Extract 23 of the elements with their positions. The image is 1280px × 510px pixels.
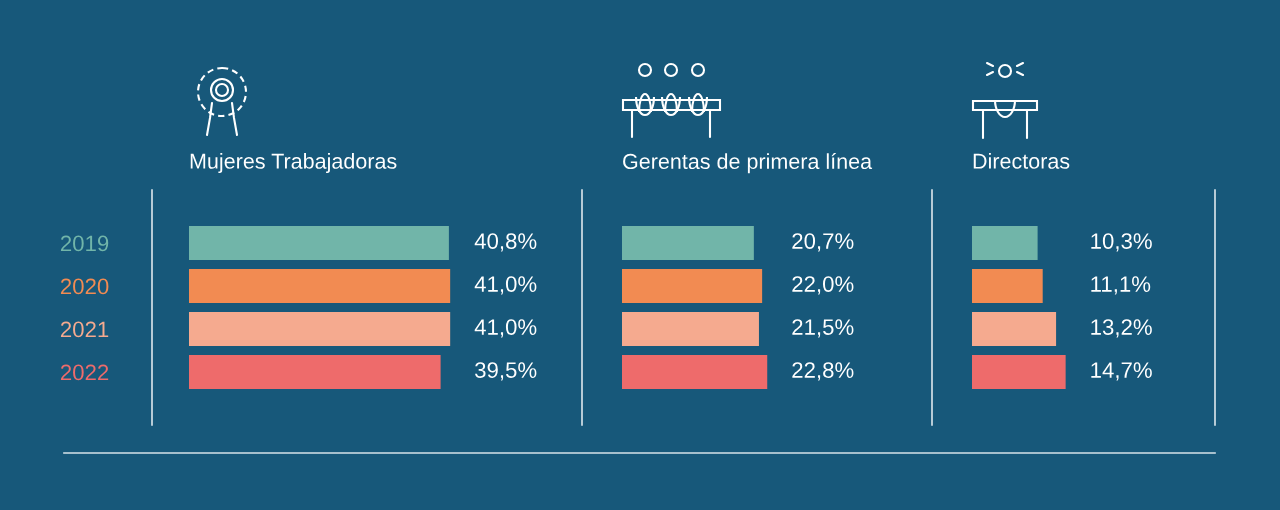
data-label: 40,8%: [474, 233, 537, 252]
data-label: 20,7%: [792, 233, 854, 252]
data-label: 14,7%: [1091, 362, 1152, 381]
bar: [972, 355, 1066, 389]
bar: [972, 312, 1057, 346]
data-label: 41,0%: [474, 319, 537, 338]
data-label: 21,5%: [792, 319, 854, 338]
y-tick-label: 2022: [60, 364, 109, 381]
data-label: 22,8%: [792, 362, 854, 381]
data-label: 11,1%: [1091, 276, 1151, 295]
y-tick-label: 2021: [60, 321, 109, 338]
data-label: 41,0%: [474, 276, 537, 295]
chart-title: Mujeres Trabajadoras: [190, 153, 397, 174]
data-label: 10,3%: [1091, 233, 1152, 252]
y-tick-label: 2019: [60, 235, 109, 252]
bar: [972, 226, 1038, 260]
data-label: 13,2%: [1091, 319, 1152, 338]
bar: [972, 269, 1043, 303]
data-label: 22,0%: [792, 276, 854, 295]
chart-title: Directoras: [973, 153, 1070, 169]
y-tick-label: 2020: [60, 278, 109, 295]
chart-title: Gerentas de primera línea: [623, 153, 873, 174]
data-label: 39,5%: [475, 362, 537, 381]
